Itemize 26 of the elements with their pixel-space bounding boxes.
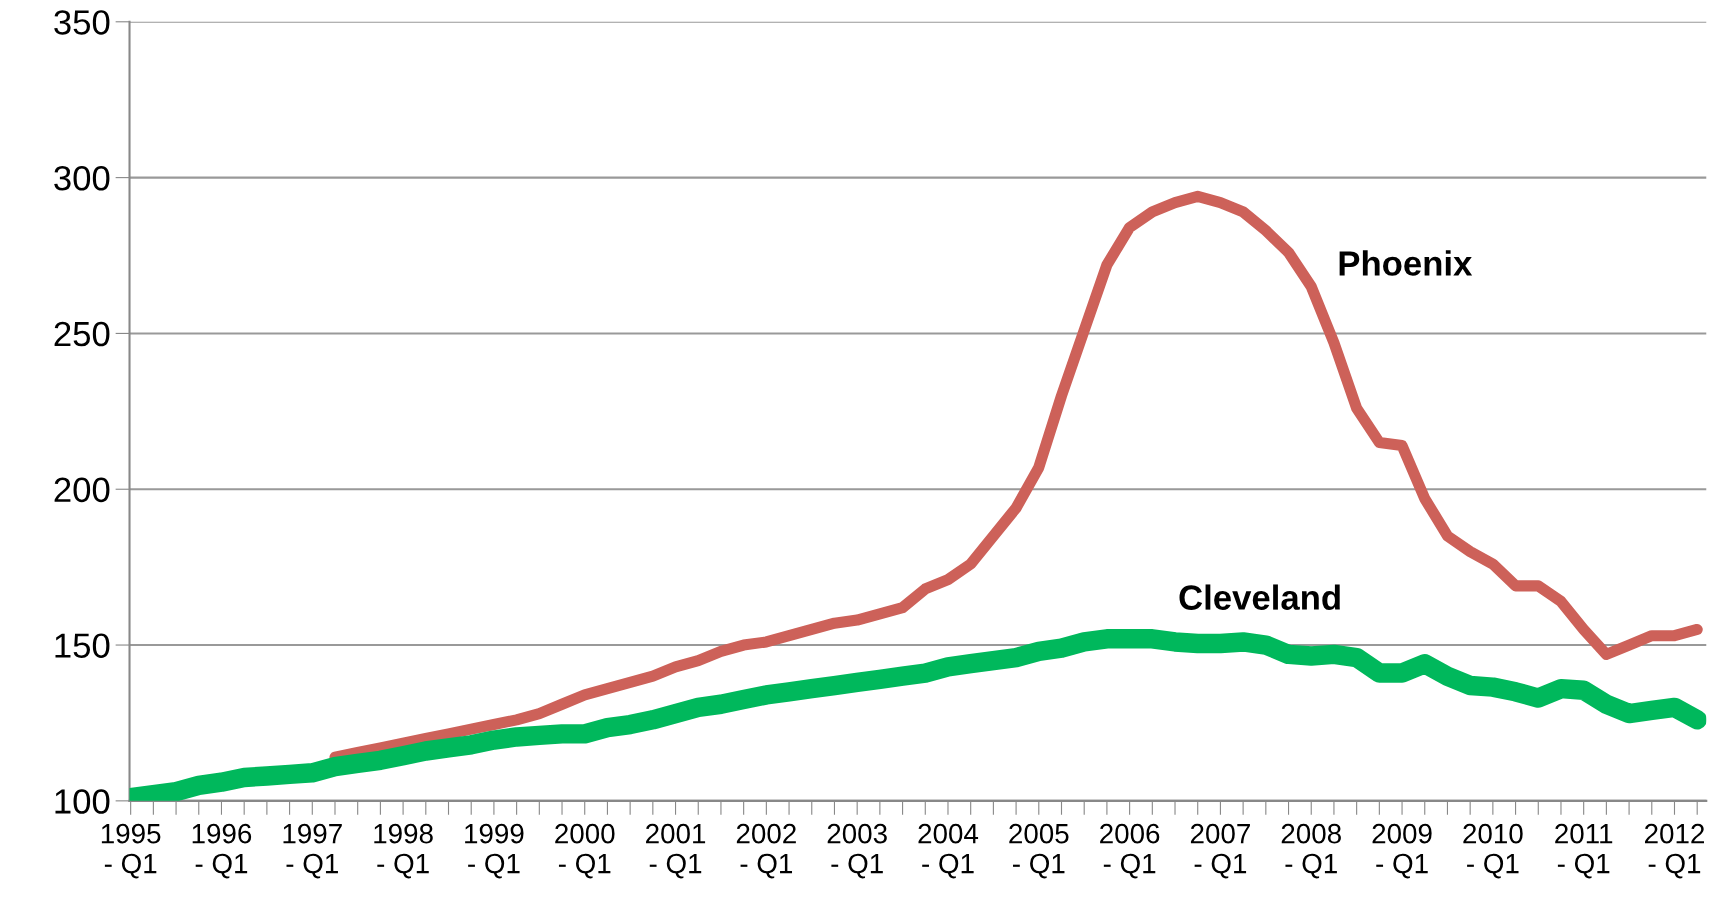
x-tick-label: 2003 - Q1 xyxy=(827,823,887,879)
y-tick-label: 150 xyxy=(55,633,110,658)
x-tick-label: 2002 - Q1 xyxy=(736,823,796,879)
x-tick-label: 2010 - Q1 xyxy=(1463,823,1523,879)
x-tick-label: 1999 - Q1 xyxy=(465,823,524,879)
x-tick-label: 2006 - Q1 xyxy=(1100,823,1160,879)
x-tick-label: 1995 - Q1 xyxy=(101,823,161,879)
y-tick-label: 250 xyxy=(54,321,110,347)
y-tick-label: 100 xyxy=(55,789,110,814)
series-label: Phoenix xyxy=(1339,250,1473,276)
series-label: Cleveland xyxy=(1179,584,1340,610)
y-tick-label: 200 xyxy=(54,477,110,503)
x-tick-label: 2005 - Q1 xyxy=(1009,823,1069,879)
x-tick-label: 2008 - Q1 xyxy=(1281,823,1341,879)
x-tick-label: 2000 - Q1 xyxy=(555,823,615,879)
x-tick-label: 2009 - Q1 xyxy=(1372,823,1432,879)
x-tick-label: 1997 - Q1 xyxy=(283,823,342,879)
y-tick-label: 350 xyxy=(54,10,110,35)
x-tick-label: 2004 - Q1 xyxy=(918,823,979,879)
x-tick-label: 1996 - Q1 xyxy=(192,823,252,879)
x-tick-label: 2011 - Q1 xyxy=(1555,823,1613,879)
x-tick-label: 1998 - Q1 xyxy=(374,823,433,879)
x-tick-label: 2007 - Q1 xyxy=(1190,823,1250,879)
y-tick-label: 300 xyxy=(54,165,110,191)
x-tick-label: 2012 - Q1 xyxy=(1644,823,1704,879)
x-tick-label: 2001 - Q1 xyxy=(646,823,706,879)
